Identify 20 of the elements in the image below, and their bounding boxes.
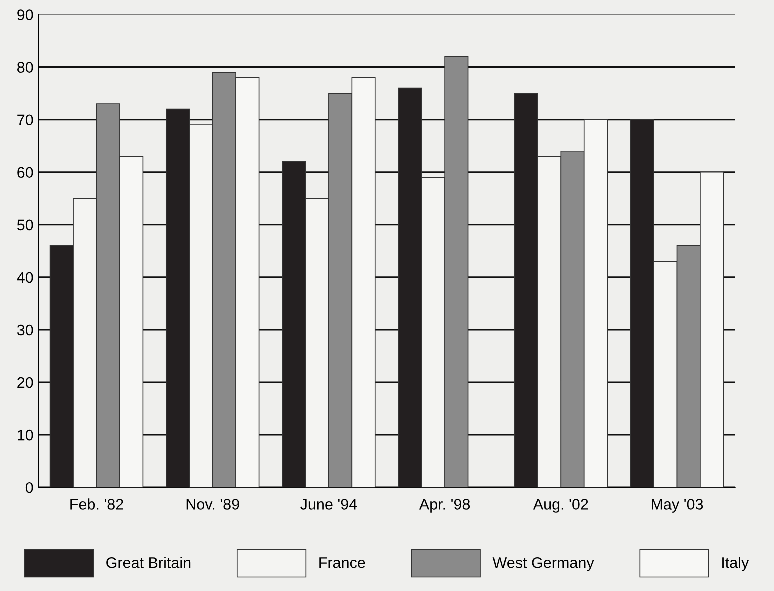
x-tick-label: June '94 [300,499,358,510]
y-tick-label: 80 [18,62,34,73]
y-tick-label: 90 [18,10,34,20]
legend-label: Italy [722,557,750,572]
x-tick-label: Feb. '82 [70,498,124,510]
legend-label: France [320,558,366,568]
legend-label: Great Britain [106,557,191,568]
x-tick-label: Apr. '98 [419,499,470,513]
y-tick-label: 30 [17,324,34,336]
x-tick-label: Aug. '02 [533,499,588,513]
y-tick-label: 40 [17,272,34,284]
y-tick-label: 70 [18,114,34,126]
y-tick-label: 20 [18,377,34,388]
y-tick-label: 60 [18,167,34,178]
y-tick-label: 0 [26,482,34,494]
y-tick-label: 10 [18,430,34,441]
x-tick-label: Nov. '89 [186,499,240,510]
x-tick-label: May '03 [652,499,704,513]
legend-label: West Germany [492,557,594,572]
y-tick-label: 50 [17,220,34,231]
